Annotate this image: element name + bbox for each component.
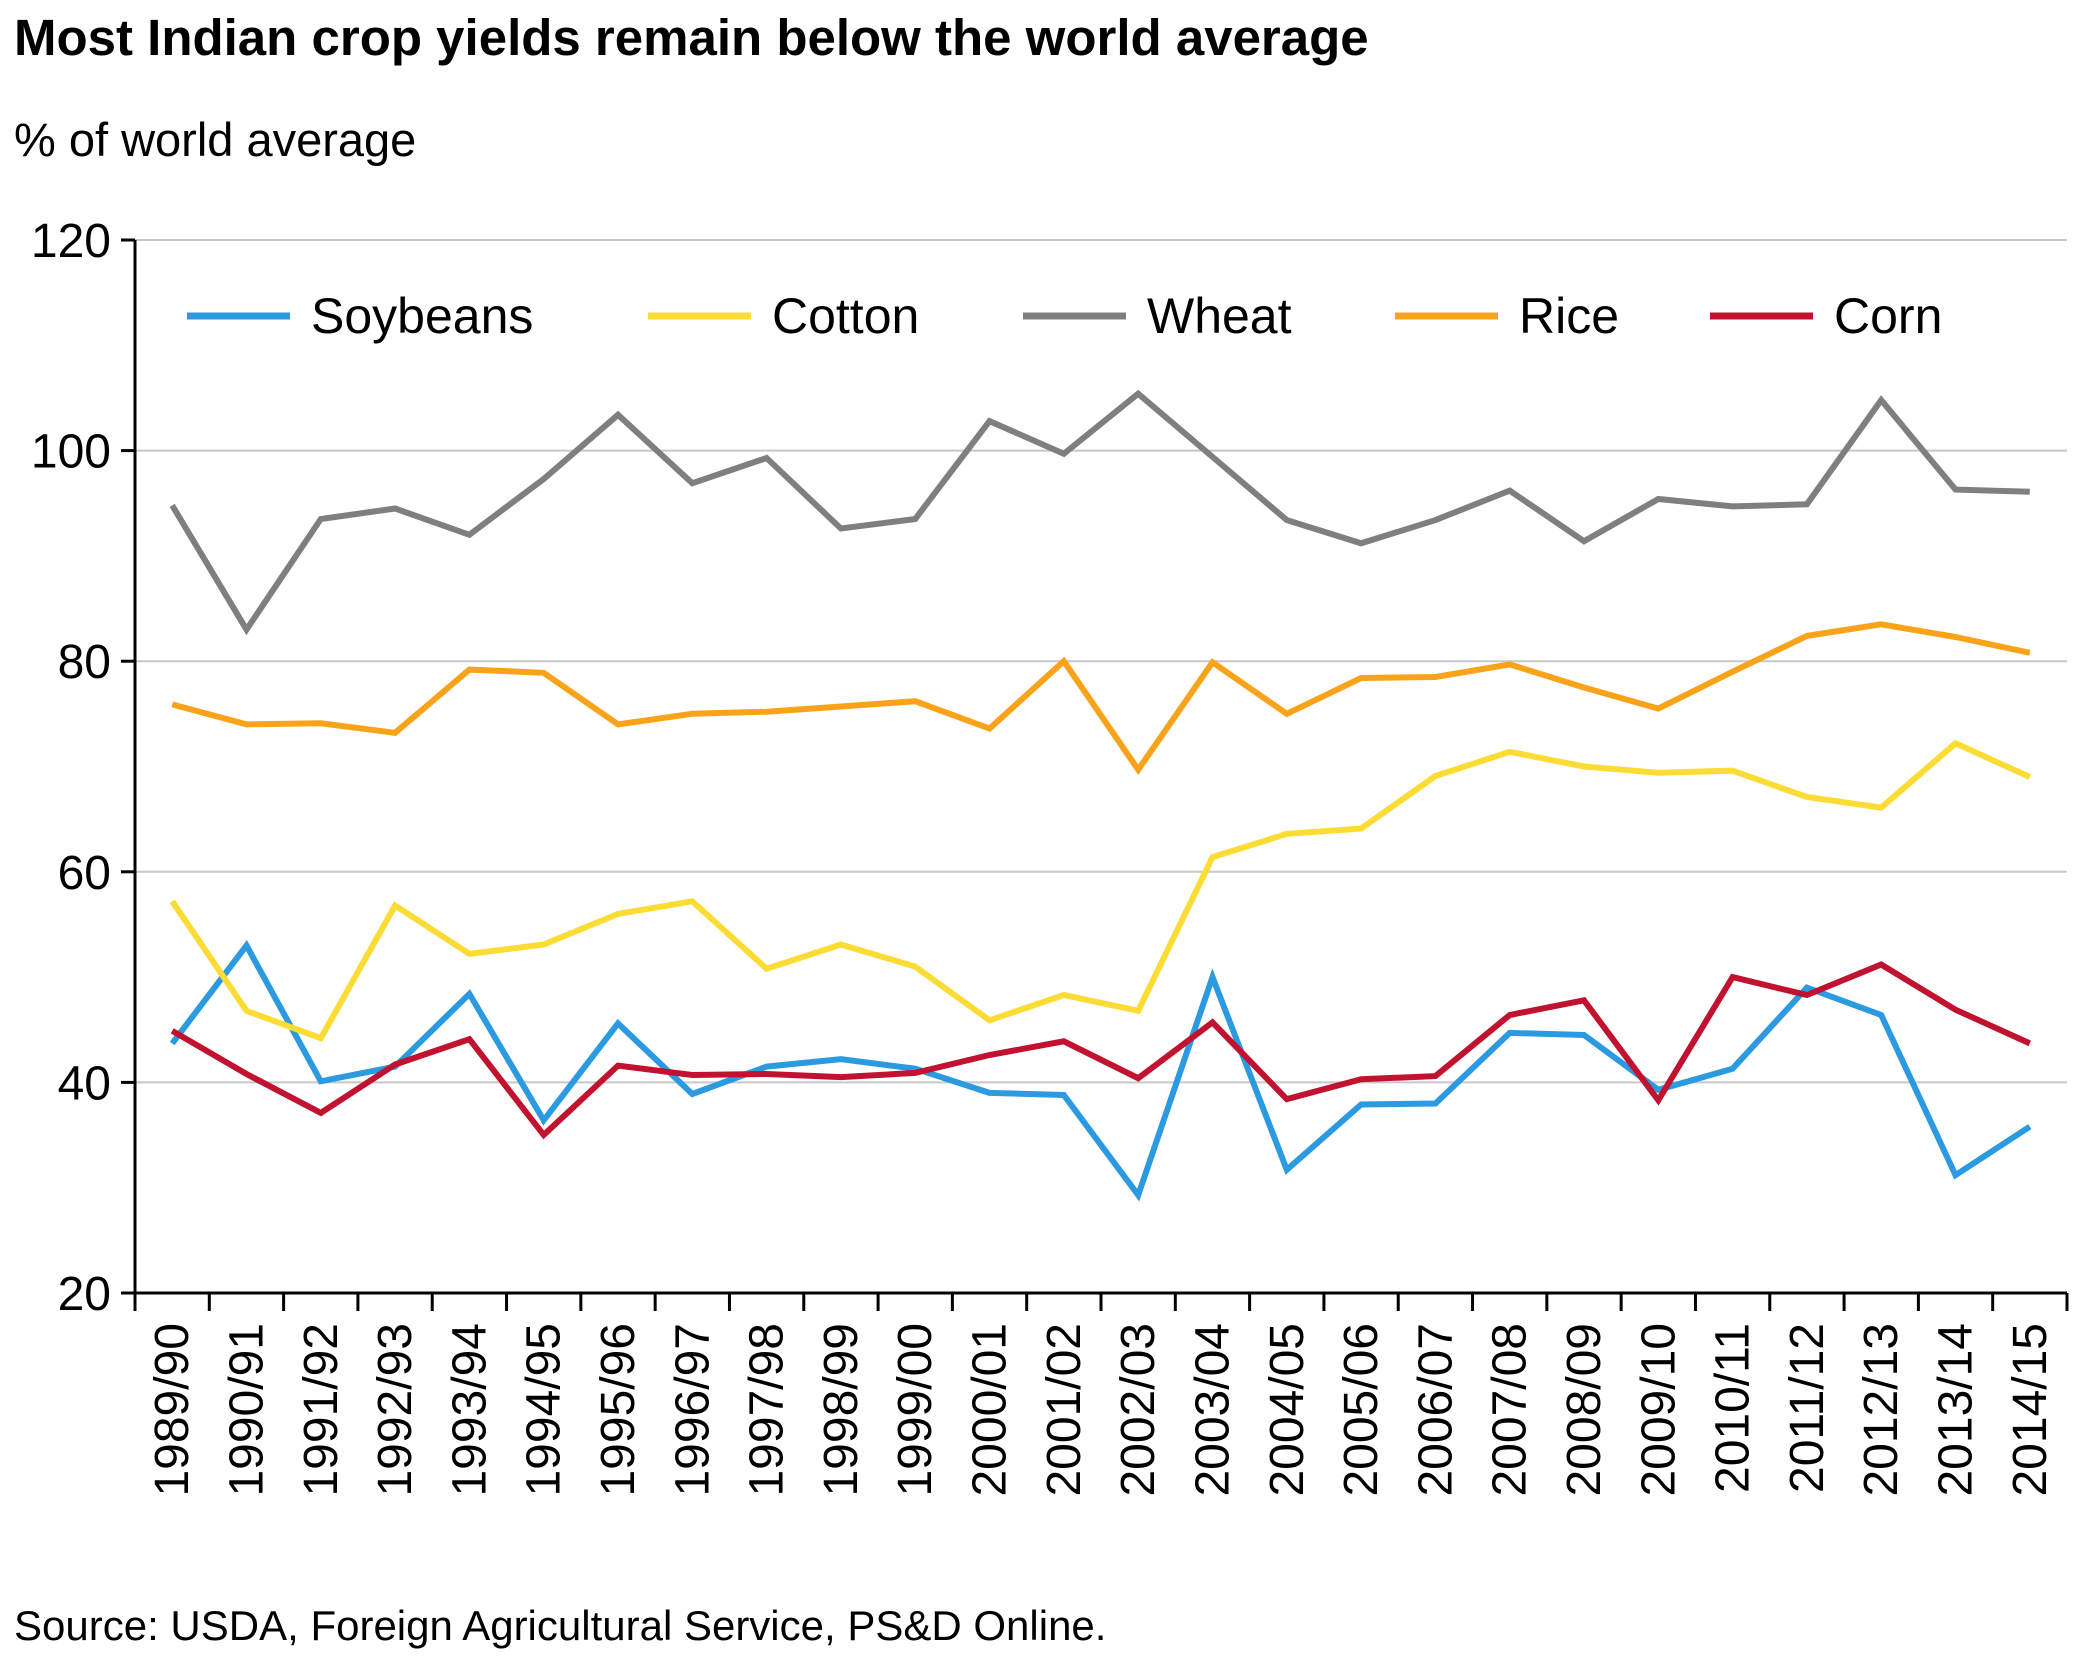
- x-tick-label: 1990/91: [220, 1323, 273, 1497]
- chart-title: Most Indian crop yields remain below the…: [14, 9, 1369, 66]
- x-tick-label: 1992/93: [369, 1323, 422, 1497]
- x-tick-label: 2009/10: [1632, 1323, 1685, 1497]
- series-line-soybeans: [169, 939, 2032, 1202]
- x-tick-label: 2000/01: [964, 1323, 1017, 1497]
- legend: Soybeans Cotton Wheat Rice Corn: [187, 288, 1942, 344]
- axes: 20 40 60 80 100 120 1989/90 1990/91 1991/92 1992/…: [31, 215, 2069, 1497]
- gridlines: [135, 239, 2067, 1084]
- y-tick-label: 40: [58, 1057, 111, 1110]
- legend-label-rice: Rice: [1519, 288, 1619, 344]
- x-tick-label: 2001/02: [1038, 1323, 1091, 1497]
- legend-label-cotton: Cotton: [772, 288, 919, 344]
- y-tick-label: 60: [58, 847, 111, 900]
- x-tick-label: 1995/96: [592, 1323, 645, 1497]
- legend-label-wheat: Wheat: [1147, 288, 1292, 344]
- series-line-wheat: [169, 389, 2030, 636]
- series-line-cotton: [169, 739, 2032, 1042]
- x-tick-label: 2011/12: [1781, 1323, 1834, 1493]
- source-note: Source: USDA, Foreign Agricultural Servi…: [14, 1602, 1107, 1649]
- x-tick-label: 1998/99: [815, 1323, 868, 1497]
- series-line-rice: [171, 621, 2031, 775]
- x-tick-label: 2003/04: [1186, 1323, 1239, 1497]
- y-tick-label: 100: [31, 426, 111, 479]
- x-tick-label: 1991/92: [295, 1323, 348, 1497]
- legend-label-corn: Corn: [1834, 288, 1942, 344]
- x-tick-label: 1996/97: [666, 1323, 719, 1497]
- x-tick-label: 2008/09: [1558, 1323, 1611, 1497]
- x-tick-label: 2007/08: [1484, 1323, 1537, 1497]
- y-tick-label: 20: [58, 1268, 111, 1321]
- x-tick-label: 2010/11: [1707, 1323, 1760, 1493]
- x-tick-label: 2004/05: [1261, 1323, 1314, 1497]
- y-axis-unit-label: % of world average: [14, 113, 417, 166]
- series-line-corn: [170, 961, 2032, 1140]
- x-tick-label: 2006/07: [1409, 1323, 1462, 1497]
- x-tick-label: 2002/03: [1112, 1323, 1165, 1497]
- x-tick-label: 1989/90: [146, 1323, 199, 1497]
- y-tick-label: 80: [58, 636, 111, 689]
- x-tick-label: 1993/94: [443, 1323, 496, 1497]
- x-tick-label: 2014/15: [2004, 1323, 2057, 1497]
- x-tick-label: 2013/14: [1930, 1323, 1983, 1497]
- series-lines: [169, 389, 2032, 1202]
- x-tick-label: 1999/00: [889, 1323, 942, 1497]
- x-tick-label: 1997/98: [741, 1323, 794, 1497]
- legend-label-soybeans: Soybeans: [311, 288, 533, 344]
- y-tick-label: 120: [31, 215, 111, 268]
- x-tick-label: 2012/13: [1855, 1323, 1908, 1497]
- x-tick-label: 1994/95: [518, 1323, 571, 1497]
- x-tick-label: 2005/06: [1335, 1323, 1388, 1497]
